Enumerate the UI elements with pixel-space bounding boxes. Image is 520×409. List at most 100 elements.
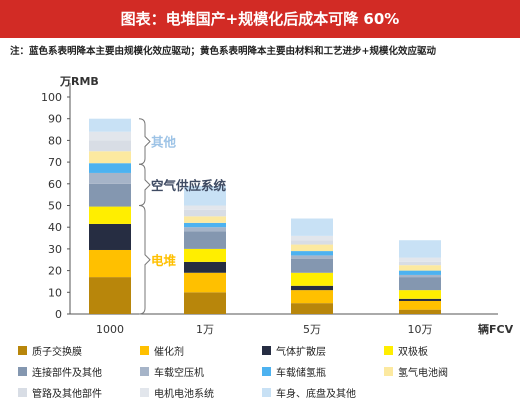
legend-label: 车身、底盘及其他: [276, 389, 356, 400]
legend-label: 车载空压机: [154, 368, 204, 379]
bar-segment: [399, 240, 441, 258]
bar-segment: [184, 272, 226, 293]
chart-legend: 质子交换膜 催化剂 气体扩散层 双极板连接部件及其他 车载空压机 车载储氢瓶 氢气电池阀管路…: [18, 343, 518, 400]
y-tick-label: 0: [55, 308, 62, 321]
bar-segment: [184, 231, 226, 249]
bar-segment: [89, 140, 131, 152]
bar-segment: [291, 258, 333, 273]
legend-item: 气体扩散层: [262, 343, 384, 358]
legend-swatch: [262, 346, 271, 355]
x-axis-title: 辆FCV: [478, 322, 514, 336]
annotation-label: 其他: [151, 134, 177, 149]
legend-item: 催化剂: [140, 343, 262, 358]
bar-segment: [291, 235, 333, 241]
chart-title: 图表：电堆国产+规模化后成本可降 60%: [0, 0, 520, 38]
bar-segment: [399, 270, 441, 275]
bar-segment: [399, 277, 441, 291]
bar-segment: [89, 277, 131, 314]
y-tick-label: 90: [48, 113, 62, 126]
y-tick-label: 40: [48, 221, 62, 234]
stacked-bar-chart: 0 10 20 30 40 50 60 70 80 90 100 万RMB 辆FCV 1000 1万 5万 10…: [41, 75, 514, 336]
bar-segment: [399, 300, 441, 310]
legend-swatch: [140, 346, 149, 355]
bar-segment: [399, 298, 441, 301]
bar-segment: [89, 163, 131, 173]
bracket-other: [138, 118, 151, 165]
legend-label: 双极板: [398, 347, 428, 358]
bar-segment: [291, 218, 333, 236]
legend-label: 催化剂: [154, 347, 184, 358]
legend-label: 氢气电池阀: [398, 368, 448, 379]
legend-label: 气体扩散层: [276, 347, 326, 358]
bracket-stack: [138, 205, 151, 315]
bar-segment: [399, 309, 441, 314]
y-tick-label: 50: [48, 200, 62, 213]
legend-item: 电机电池系统: [140, 385, 262, 400]
bar-segment: [399, 257, 441, 262]
legend-item: 车载储氢瓶: [262, 364, 384, 379]
bar-segment: [184, 292, 226, 314]
bracket-air-supply: [138, 163, 151, 206]
y-tick-label: 80: [48, 134, 62, 147]
legend-swatch: [140, 367, 149, 376]
legend-item: 双极板: [384, 343, 506, 358]
annotation-label: 空气供应系统: [151, 178, 227, 193]
bar-segment: [184, 216, 226, 223]
y-tick-label: 10: [48, 286, 62, 299]
bar-segment: [89, 118, 131, 132]
bar-segment: [184, 205, 226, 210]
legend-swatch: [18, 367, 27, 376]
bar-segment: [399, 274, 441, 278]
bar-segment: [89, 183, 131, 207]
bar-segment: [89, 131, 131, 141]
bar-segment: [291, 285, 333, 291]
legend-label: 电机电池系统: [154, 389, 214, 400]
x-tick-label: 1万: [196, 323, 214, 336]
chart-note: 注：蓝色系表明降本主要由规模化效应驱动；黄色系表明降本主要由材料和工艺进步+规模…: [10, 46, 436, 57]
legend-item: 连接部件及其他: [18, 364, 140, 379]
legend-label: 连接部件及其他: [32, 368, 102, 379]
bar-segment: [399, 265, 441, 271]
legend-label: 质子交换膜: [32, 347, 82, 358]
bar-segment: [184, 261, 226, 273]
y-axis-title: 万RMB: [59, 75, 99, 88]
bar-segment: [89, 223, 131, 250]
bar-segment: [291, 240, 333, 245]
legend-swatch: [18, 388, 27, 397]
bar-segment: [184, 227, 226, 232]
bar-segment: [89, 249, 131, 278]
y-tick-label: 100: [41, 91, 62, 104]
y-tick-label: 20: [48, 265, 62, 278]
legend-item: 车身、底盘及其他: [262, 385, 384, 400]
bar-segment: [89, 206, 131, 224]
legend-swatch: [384, 367, 393, 376]
legend-item: 质子交换膜: [18, 343, 140, 358]
legend-label: 管路及其他部件: [32, 389, 102, 400]
annotation-label: 电堆: [151, 253, 177, 268]
x-tick-label: 1000: [96, 323, 124, 336]
bar-segment: [89, 172, 131, 184]
bar-segment: [291, 303, 333, 314]
bar-segment: [291, 255, 333, 259]
bar-segment: [89, 151, 131, 164]
y-tick-label: 30: [48, 243, 62, 256]
y-tick-label: 70: [48, 156, 62, 169]
bar-segment: [291, 290, 333, 304]
bar-segment: [184, 222, 226, 228]
bar-segment: [184, 248, 226, 262]
legend-item: 车载空压机: [140, 364, 262, 379]
x-tick-label: 10万: [408, 323, 433, 336]
legend-swatch: [18, 346, 27, 355]
bar-segment: [399, 261, 441, 266]
legend-swatch: [384, 346, 393, 355]
bar-segment: [399, 290, 441, 299]
legend-item: 氢气电池阀: [384, 364, 506, 379]
bar-segment: [184, 209, 226, 217]
legend-swatch: [262, 388, 271, 397]
bar-segment: [184, 185, 226, 206]
legend-swatch: [262, 367, 271, 376]
x-tick-label: 5万: [303, 323, 321, 336]
legend-item: 管路及其他部件: [18, 385, 140, 400]
legend-label: 车载储氢瓶: [276, 368, 326, 379]
bar-segment: [291, 244, 333, 252]
